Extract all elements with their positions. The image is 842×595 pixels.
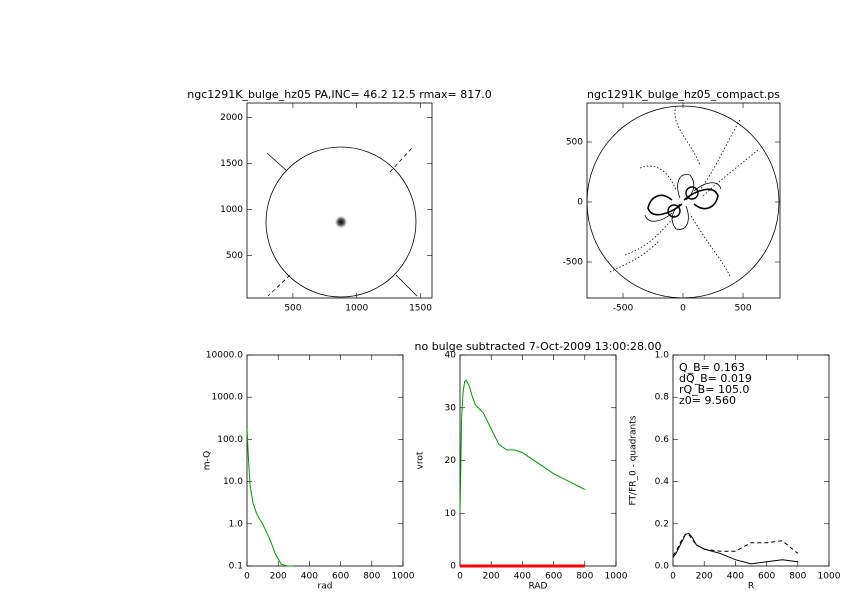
y-tick-label: 1000 bbox=[220, 205, 243, 215]
y-tick-label: 0.8 bbox=[655, 393, 670, 403]
x-axis-label: rad bbox=[318, 582, 333, 592]
x-tick-label: 1000 bbox=[605, 572, 628, 582]
y-tick-label: 30 bbox=[445, 403, 457, 413]
x-tick-label: 600 bbox=[332, 572, 349, 582]
x-tick-label: 0 bbox=[457, 572, 463, 582]
x-tick-label: 500 bbox=[734, 304, 751, 314]
x-tick-label: 500 bbox=[284, 304, 301, 314]
x-tick-label: 800 bbox=[363, 572, 380, 582]
y-tick-label: 40 bbox=[445, 351, 457, 361]
x-tick-label: 600 bbox=[545, 572, 562, 582]
bulge-image bbox=[334, 215, 348, 229]
x-tick-label: 1500 bbox=[409, 304, 432, 314]
y-tick-label: 10.0 bbox=[223, 477, 243, 487]
y-tick-label: 0.1 bbox=[229, 562, 243, 572]
y-tick-label: 2000 bbox=[220, 113, 243, 123]
x-tick-label: 1000 bbox=[818, 572, 841, 582]
plot-frame bbox=[246, 354, 404, 567]
x-tick-label: 200 bbox=[270, 572, 287, 582]
plot-frame bbox=[459, 354, 617, 567]
x-axis-label: R bbox=[748, 582, 754, 592]
plot-frame bbox=[246, 102, 433, 299]
y-tick-label: 1000.0 bbox=[212, 393, 244, 403]
series-line bbox=[246, 428, 294, 567]
chart-title: no bulge subtracted 7-Oct-2009 13:00:28.… bbox=[415, 340, 662, 353]
x-axis-label: RAD bbox=[529, 582, 548, 592]
x-tick-label: 800 bbox=[576, 572, 593, 582]
x-tick-label: 1000 bbox=[345, 304, 368, 314]
y-tick-label: 1500 bbox=[220, 159, 243, 169]
y-axis-label: FT/FR_0 - quadrants bbox=[629, 415, 639, 505]
x-tick-label: 200 bbox=[483, 572, 500, 582]
series-line bbox=[459, 379, 586, 514]
y-tick-label: -500 bbox=[563, 258, 584, 268]
y-tick-label: 0.4 bbox=[655, 477, 670, 487]
annotation: z0= 9.560 bbox=[679, 394, 736, 407]
series-line bbox=[672, 533, 799, 556]
y-tick-label: 20 bbox=[445, 456, 457, 466]
x-tick-label: 0 bbox=[670, 572, 676, 582]
y-tick-label: 500 bbox=[226, 251, 243, 261]
chart-title: ngc1291K_bulge_hz05_compact.ps bbox=[587, 88, 780, 101]
contours bbox=[586, 105, 780, 299]
y-axis-label: vrot bbox=[416, 451, 426, 469]
y-tick-label: 1.0 bbox=[655, 351, 670, 361]
x-tick-label: 0 bbox=[244, 572, 250, 582]
x-tick-label: 200 bbox=[696, 572, 713, 582]
annotation: rQ_B= 105.0 bbox=[679, 383, 749, 396]
annotation: Q_B= 0.163 bbox=[679, 361, 745, 374]
y-axis-label: m-Q bbox=[203, 451, 213, 470]
x-tick-label: -500 bbox=[613, 304, 634, 314]
x-tick-label: 1000 bbox=[392, 572, 415, 582]
x-tick-label: 400 bbox=[727, 572, 744, 582]
x-tick-label: 400 bbox=[514, 572, 531, 582]
plot-frame bbox=[672, 354, 830, 567]
x-tick-label: 400 bbox=[301, 572, 318, 582]
y-tick-label: 0.0 bbox=[655, 562, 670, 572]
y-tick-label: 0.2 bbox=[655, 519, 669, 529]
chart-title: ngc1291K_bulge_hz05 PA,INC= 46.2 12.5 rm… bbox=[187, 88, 492, 101]
y-tick-label: 100.0 bbox=[217, 435, 243, 445]
y-tick-label: 500 bbox=[566, 138, 583, 148]
y-tick-label: 10 bbox=[445, 509, 457, 519]
y-tick-label: 0 bbox=[577, 198, 583, 208]
x-tick-label: 600 bbox=[758, 572, 775, 582]
plot-frame bbox=[586, 102, 781, 299]
series-line bbox=[672, 532, 798, 565]
x-tick-label: 0 bbox=[680, 304, 686, 314]
y-tick-label: 1.0 bbox=[229, 519, 244, 529]
image-overlay bbox=[265, 146, 418, 298]
x-tick-label: 800 bbox=[789, 572, 806, 582]
y-tick-label: 0 bbox=[450, 562, 456, 572]
y-tick-label: 10000.0 bbox=[206, 351, 243, 361]
y-tick-label: 0.6 bbox=[655, 435, 670, 445]
annotation: dQ_B= 0.019 bbox=[679, 372, 752, 385]
